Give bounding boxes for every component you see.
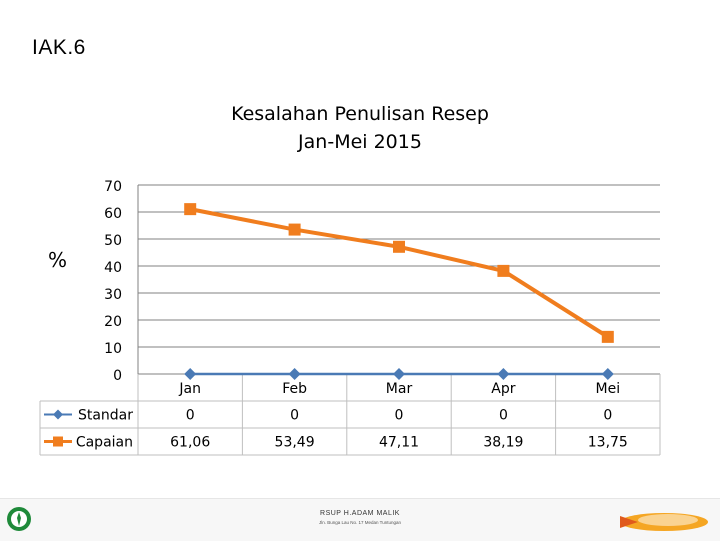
data-point-standar bbox=[184, 368, 197, 380]
ministry-logo-icon bbox=[7, 507, 31, 531]
y-tick-label: 20 bbox=[104, 314, 122, 330]
y-tick-label: 30 bbox=[104, 287, 122, 303]
data-point-capaian bbox=[184, 203, 197, 216]
data-point-capaian bbox=[393, 240, 405, 253]
legend-key-marker bbox=[53, 409, 63, 420]
x-tick-label: Mei bbox=[596, 381, 621, 397]
hospital-logo-icon bbox=[620, 513, 708, 531]
data-label: 53,49 bbox=[275, 435, 315, 451]
data-point-capaian bbox=[497, 264, 510, 277]
data-label: 0 bbox=[290, 408, 299, 424]
data-point-capaian bbox=[288, 223, 301, 236]
chart-title-line-1: Kesalahan Penulisan Resep bbox=[231, 103, 489, 125]
series-line-capaian bbox=[189, 207, 609, 339]
y-tick-label: 50 bbox=[104, 233, 122, 249]
data-point-standar bbox=[288, 368, 301, 380]
data-point-capaian bbox=[601, 330, 614, 343]
y-axis-unit: % bbox=[48, 248, 68, 272]
chart-title: Kesalahan Penulisan Resep Jan-Mei 2015 bbox=[190, 100, 530, 156]
y-tick-label: 0 bbox=[113, 368, 122, 384]
data-point-standar bbox=[601, 368, 614, 380]
y-tick-label: 60 bbox=[104, 206, 122, 222]
y-tick-label: 40 bbox=[104, 260, 122, 276]
footer-organization: RSUP H.ADAM MALIK bbox=[320, 510, 400, 517]
legend-label: Standar bbox=[78, 408, 133, 424]
y-tick-label: 10 bbox=[104, 341, 122, 357]
data-label: 0 bbox=[395, 408, 404, 424]
data-label: 47,11 bbox=[379, 435, 419, 451]
legend-label: Capaian bbox=[76, 435, 133, 451]
data-label: 0 bbox=[499, 408, 508, 424]
footer-address: Jln. Bunga Lau No. 17 Medan Tuntungan bbox=[318, 520, 402, 525]
chart-title-line-2: Jan-Mei 2015 bbox=[298, 131, 422, 153]
data-label: 13,75 bbox=[588, 435, 628, 451]
data-label: 0 bbox=[603, 408, 612, 424]
footer-bar bbox=[0, 498, 720, 541]
x-tick-label: Jan bbox=[178, 381, 201, 397]
x-tick-label: Mar bbox=[386, 381, 413, 397]
y-tick-label: 70 bbox=[104, 179, 122, 195]
data-label: 38,19 bbox=[483, 435, 523, 451]
line-chart: 0 10 20 30 40 50 60 70 Jan Feb Mar Apr Mei Standar 0 0 0… bbox=[39, 179, 661, 456]
data-label: 61,06 bbox=[170, 435, 210, 451]
x-tick-label: Apr bbox=[491, 381, 515, 397]
data-point-standar bbox=[497, 368, 510, 380]
data-point-standar bbox=[393, 368, 405, 380]
slide-label: IAK.6 bbox=[32, 36, 86, 59]
data-label: 0 bbox=[186, 408, 195, 424]
x-tick-label: Feb bbox=[282, 381, 307, 397]
legend-key-marker bbox=[53, 436, 63, 447]
